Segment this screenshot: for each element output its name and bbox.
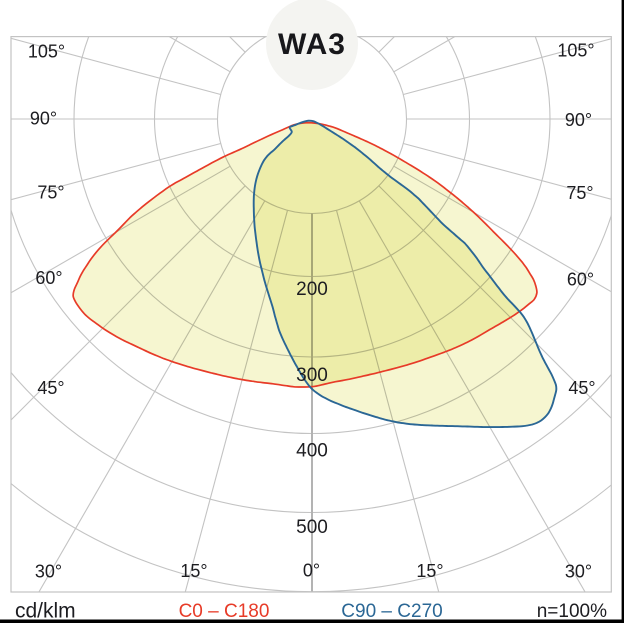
svg-text:90°: 90° xyxy=(565,110,592,130)
svg-text:45°: 45° xyxy=(37,378,64,398)
svg-text:400: 400 xyxy=(296,441,328,462)
svg-text:500: 500 xyxy=(296,517,328,538)
svg-text:105°: 105° xyxy=(28,42,65,62)
svg-text:0°: 0° xyxy=(303,560,320,580)
svg-text:105°: 105° xyxy=(557,41,594,61)
svg-text:45°: 45° xyxy=(568,378,595,398)
svg-text:90°: 90° xyxy=(30,108,57,128)
svg-text:n=100%: n=100% xyxy=(537,601,607,622)
svg-text:60°: 60° xyxy=(35,268,62,288)
svg-text:300: 300 xyxy=(296,365,328,386)
svg-text:15°: 15° xyxy=(416,561,443,581)
svg-text:15°: 15° xyxy=(180,561,207,581)
svg-text:WA3: WA3 xyxy=(278,28,346,61)
svg-text:30°: 30° xyxy=(35,561,62,581)
svg-text:75°: 75° xyxy=(37,182,64,202)
svg-text:C0 – C180: C0 – C180 xyxy=(179,601,270,622)
svg-text:30°: 30° xyxy=(565,561,592,581)
svg-text:200: 200 xyxy=(296,279,328,300)
svg-text:cd/klm: cd/klm xyxy=(15,600,76,623)
svg-text:C90 – C270: C90 – C270 xyxy=(341,601,442,622)
svg-text:60°: 60° xyxy=(567,269,594,289)
svg-text:75°: 75° xyxy=(566,183,593,203)
